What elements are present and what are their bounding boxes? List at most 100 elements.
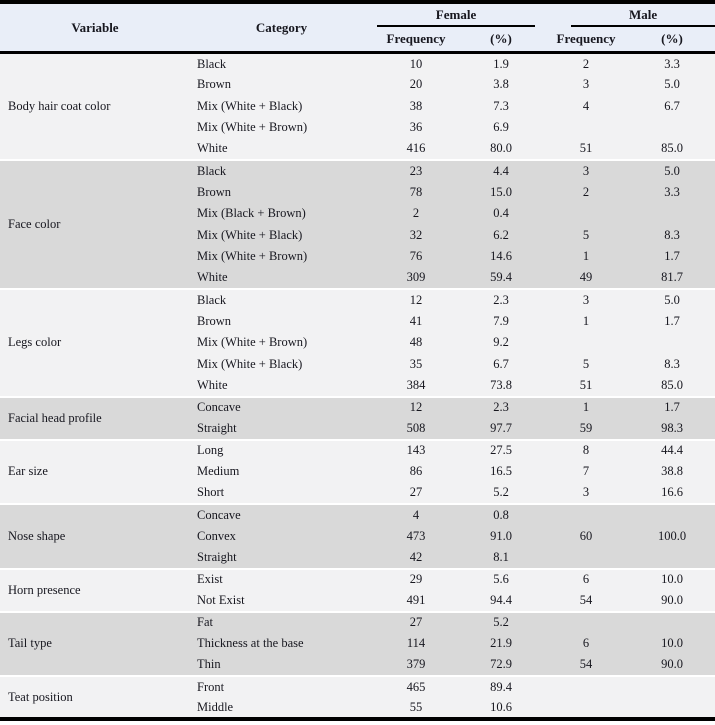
- female-percent-cell: 91.0: [459, 525, 544, 547]
- category-cell: Mix (White + Brown): [190, 332, 373, 354]
- male-frequency-cell: 8: [543, 438, 630, 461]
- female-frequency-cell: 384: [373, 375, 459, 397]
- female-percent-cell: 7.9: [459, 310, 544, 332]
- male-percent-cell: [629, 610, 715, 633]
- female-percent-cell: 15.0: [459, 181, 544, 203]
- female-percent-cell: 97.7: [459, 418, 544, 440]
- table-row: Straight 508 97.7 59 98.3: [0, 418, 715, 440]
- category-cell: Brown: [190, 74, 373, 96]
- column-header-male-percent: (%): [629, 27, 715, 54]
- category-cell: Straight: [190, 547, 373, 569]
- category-cell: White: [190, 375, 373, 397]
- table-row: Tail type Fat 27 5.2: [0, 610, 715, 676]
- female-frequency-cell: 27: [373, 610, 459, 633]
- table-row: Convex 473 91.0 60 100.0: [0, 525, 715, 547]
- female-frequency-cell: 76: [373, 246, 459, 268]
- category-cell: Not Exist: [190, 590, 373, 612]
- male-frequency-cell: 4: [543, 95, 630, 117]
- table-row: Middle 55 10.6: [0, 697, 715, 719]
- category-cell: Mix (White + Black): [190, 95, 373, 117]
- male-frequency-cell: [543, 675, 630, 698]
- header-sub-row: Frequency (%) Frequency (%): [0, 27, 715, 54]
- female-frequency-cell: 4: [373, 503, 459, 526]
- female-frequency-cell: 29: [373, 567, 459, 590]
- male-percent-cell: 1.7: [629, 246, 715, 268]
- male-percent-cell: 1.7: [629, 395, 715, 418]
- male-frequency-cell: 54: [543, 654, 630, 676]
- female-percent-cell: 21.9: [459, 633, 544, 655]
- female-frequency-cell: 508: [373, 418, 459, 440]
- table-row: White 416 80.0 51 85.0: [0, 138, 715, 160]
- male-frequency-cell: [543, 610, 630, 633]
- male-frequency-cell: [543, 203, 630, 225]
- male-percent-cell: 90.0: [629, 590, 715, 612]
- category-cell: Long: [190, 438, 373, 461]
- table-row: Facial head profile Concave 12 2.3 1 1.7: [0, 395, 715, 440]
- male-percent-cell: 1.7: [629, 310, 715, 332]
- male-percent-cell: 38.8: [629, 461, 715, 483]
- column-header-male-frequency: Frequency: [543, 27, 630, 54]
- category-cell: Black: [190, 159, 373, 182]
- table-row: Thickness at the base 114 21.9 6 10.0: [0, 633, 715, 655]
- category-cell: Black: [190, 288, 373, 311]
- female-percent-cell: 89.4: [459, 675, 544, 698]
- category-cell: Short: [190, 482, 373, 504]
- male-frequency-cell: 51: [543, 375, 630, 397]
- female-percent-cell: 0.4: [459, 203, 544, 225]
- female-frequency-cell: 32: [373, 224, 459, 246]
- female-percent-cell: 94.4: [459, 590, 544, 612]
- female-percent-cell: 3.8: [459, 74, 544, 96]
- table-row: White 384 73.8 51 85.0: [0, 375, 715, 397]
- male-frequency-cell: 1: [543, 246, 630, 268]
- female-percent-cell: 10.6: [459, 697, 544, 719]
- male-percent-cell: 6.7: [629, 95, 715, 117]
- female-percent-cell: 2.3: [459, 395, 544, 418]
- female-frequency-cell: 491: [373, 590, 459, 612]
- male-frequency-cell: 3: [543, 482, 630, 504]
- male-percent-cell: [629, 675, 715, 698]
- variable-cell: Ear size: [0, 438, 190, 504]
- table-row: Thin 379 72.9 54 90.0: [0, 654, 715, 676]
- table-row: Straight 42 8.1: [0, 547, 715, 569]
- category-cell: White: [190, 138, 373, 160]
- female-percent-cell: 6.9: [459, 117, 544, 139]
- female-frequency-cell: 42: [373, 547, 459, 569]
- table-row: Face color Black 23 4.4 3 5.0: [0, 159, 715, 289]
- male-frequency-cell: 59: [543, 418, 630, 440]
- female-percent-cell: 2.3: [459, 288, 544, 311]
- category-cell: Concave: [190, 395, 373, 418]
- table-body: Body hair coat color Black 10 1.9 2 3.3 Brown 2…: [0, 52, 715, 719]
- female-percent-cell: 1.9: [459, 52, 544, 74]
- male-frequency-cell: [543, 117, 630, 139]
- table-row: White 309 59.4 49 81.7: [0, 267, 715, 289]
- table-row: Nose shape Concave 4 0.8: [0, 503, 715, 569]
- category-cell: Front: [190, 675, 373, 698]
- female-frequency-cell: 2: [373, 203, 459, 225]
- female-frequency-cell: 20: [373, 74, 459, 96]
- column-group-female: Female: [373, 2, 544, 27]
- female-percent-cell: 0.8: [459, 503, 544, 526]
- female-percent-cell: 14.6: [459, 246, 544, 268]
- table-row: Mix (Black + Brown) 2 0.4: [0, 203, 715, 225]
- female-percent-cell: 6.2: [459, 224, 544, 246]
- female-percent-cell: 73.8: [459, 375, 544, 397]
- category-cell: Straight: [190, 418, 373, 440]
- female-frequency-cell: 465: [373, 675, 459, 698]
- female-frequency-cell: 55: [373, 697, 459, 719]
- female-percent-cell: 80.0: [459, 138, 544, 160]
- female-percent-cell: 4.4: [459, 159, 544, 182]
- column-header-variable: Variable: [0, 2, 190, 54]
- male-frequency-cell: 5: [543, 224, 630, 246]
- column-header-category: Category: [190, 2, 373, 54]
- female-frequency-cell: 473: [373, 525, 459, 547]
- male-percent-cell: 85.0: [629, 138, 715, 160]
- table-row: Not Exist 491 94.4 54 90.0: [0, 590, 715, 612]
- male-percent-cell: 44.4: [629, 438, 715, 461]
- female-frequency-cell: 41: [373, 310, 459, 332]
- category-cell: Concave: [190, 503, 373, 526]
- male-frequency-cell: [543, 697, 630, 719]
- male-frequency-cell: [543, 332, 630, 354]
- category-cell: Middle: [190, 697, 373, 719]
- male-percent-cell: [629, 503, 715, 526]
- female-frequency-cell: 10: [373, 52, 459, 74]
